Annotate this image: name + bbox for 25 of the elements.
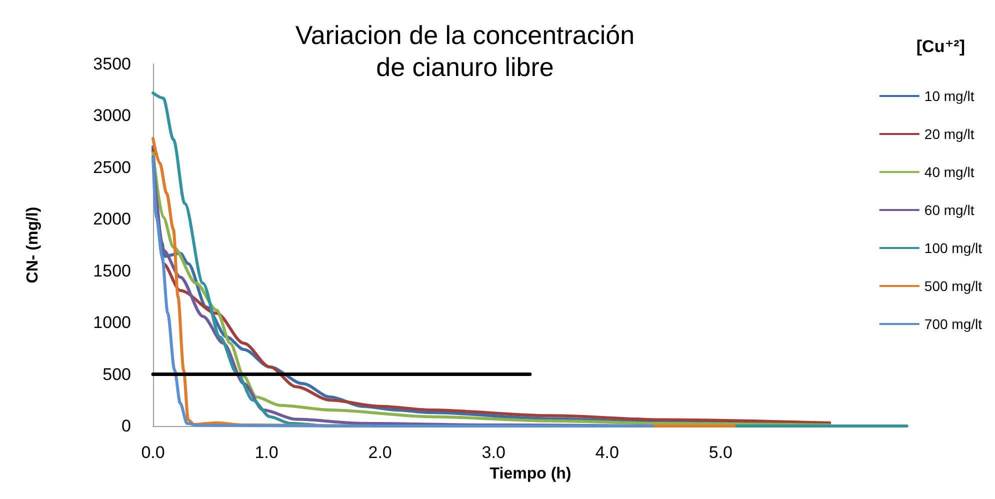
legend-label: 10 mg/lt (924, 88, 974, 104)
x-tick-label: 5.0 (708, 443, 732, 462)
chart-title: Variacion de la concentración de cianuro libre (295, 20, 635, 82)
x-tick-label: 2.0 (368, 443, 392, 462)
legend-label: 40 mg/lt (924, 164, 974, 180)
y-tick-label: 3500 (93, 54, 131, 74)
y-tick-label: 2500 (93, 158, 131, 177)
y-tick-label: 1500 (93, 261, 131, 280)
y-tick-label: 1000 (93, 313, 131, 332)
y-tick-label: 500 (102, 364, 131, 384)
y-tick-label: 0 (122, 416, 131, 436)
x-tick-label: 4.0 (595, 443, 619, 462)
x-tick-label: 3.0 (482, 443, 506, 462)
legend-label: 60 mg/lt (924, 202, 974, 218)
y-tick-label: 3000 (93, 106, 131, 126)
y-axis-title: CN- (mg/l) (24, 206, 42, 284)
legend-label: 100 mg/lt (924, 240, 982, 256)
x-tick-label: 0.0 (141, 443, 165, 462)
legend-label: 500 mg/lt (924, 278, 982, 294)
legend-title: [Cu⁺²] (916, 37, 966, 56)
x-tick-label: 1.0 (254, 443, 278, 462)
y-tick-label: 2000 (93, 210, 131, 229)
legend-label: 700 mg/lt (924, 316, 982, 332)
legend-label: 20 mg/lt (924, 126, 974, 142)
x-axis-title: Tiempo (h) (490, 465, 572, 482)
